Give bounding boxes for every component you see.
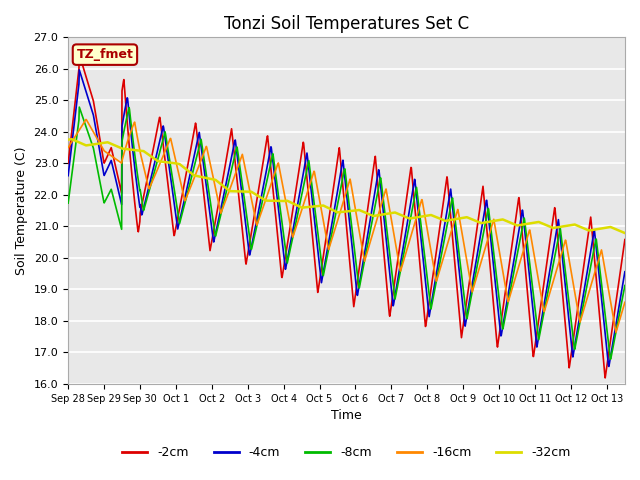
Text: TZ_fmet: TZ_fmet — [77, 48, 133, 61]
X-axis label: Time: Time — [331, 409, 362, 422]
Y-axis label: Soil Temperature (C): Soil Temperature (C) — [15, 146, 28, 275]
Title: Tonzi Soil Temperatures Set C: Tonzi Soil Temperatures Set C — [224, 15, 469, 33]
Legend: -2cm, -4cm, -8cm, -16cm, -32cm: -2cm, -4cm, -8cm, -16cm, -32cm — [117, 442, 576, 465]
